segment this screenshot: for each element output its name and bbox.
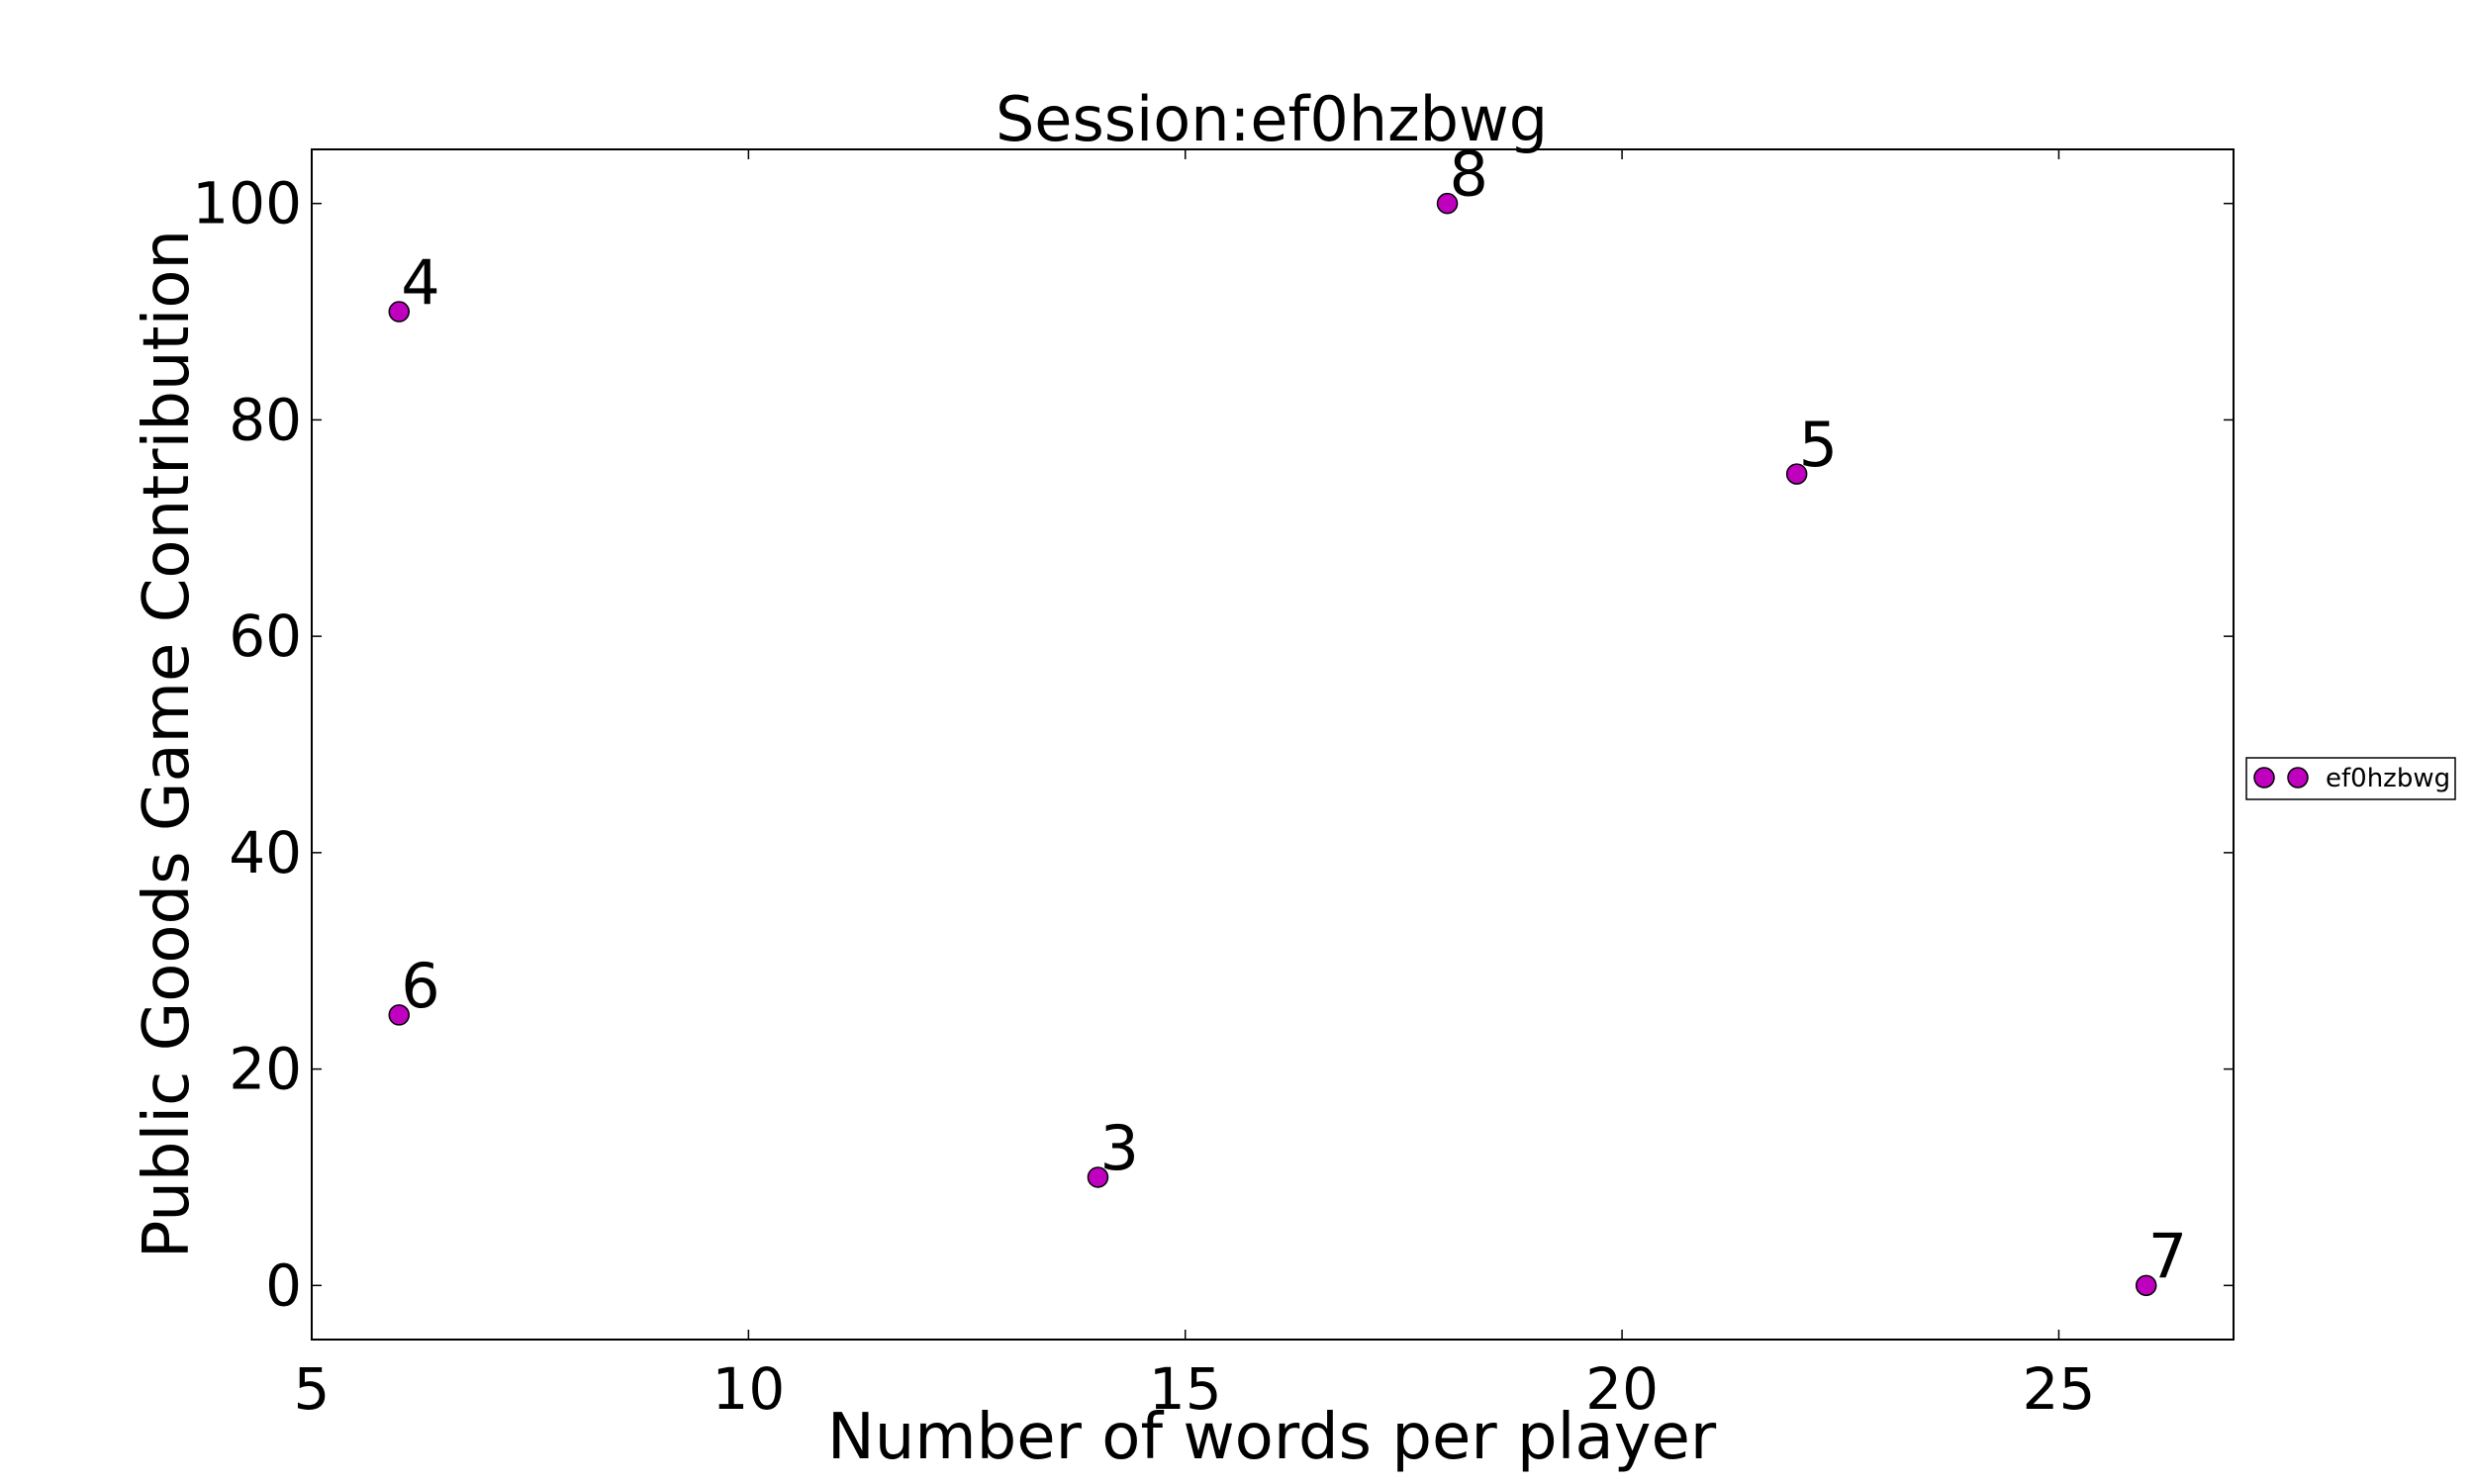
legend-marker <box>2253 767 2275 788</box>
data-points: 4 8 5 6 3 7 <box>388 139 2187 1297</box>
x-tick-label: 20 <box>1585 1355 1659 1423</box>
x-axis-ticks: 5 10 15 20 25 <box>294 149 2096 1423</box>
x-tick-label: 15 <box>1149 1355 1222 1423</box>
y-axis-ticks: 0 20 40 60 80 100 <box>192 170 2234 1319</box>
y-axis-label: Public Goods Game Contribution <box>131 230 204 1258</box>
x-tick-label: 5 <box>294 1355 331 1423</box>
chart-title: Session:ef0hzbwg <box>996 83 1548 155</box>
point-label: 3 <box>1099 1112 1138 1184</box>
data-point <box>1436 192 1459 215</box>
data-point <box>388 1004 411 1026</box>
point-label: 5 <box>1799 409 1838 481</box>
legend-box <box>2245 757 2456 800</box>
y-tick-label: 20 <box>229 1036 302 1103</box>
x-tick-label: 10 <box>712 1355 785 1423</box>
y-tick-label: 80 <box>229 386 302 453</box>
data-point <box>1087 1166 1109 1188</box>
point-label: 6 <box>401 950 439 1022</box>
point-label: 4 <box>401 246 439 319</box>
x-axis-label: Number of words per player <box>827 1401 1717 1474</box>
x-tick-label: 25 <box>2023 1355 2096 1423</box>
point-label: 8 <box>1450 139 1488 211</box>
legend-marker <box>2287 767 2309 788</box>
y-tick-label: 40 <box>229 819 302 886</box>
legend: ef0hzbwg <box>2245 757 2456 800</box>
point-label: 7 <box>2148 1220 2187 1292</box>
data-point <box>388 301 411 323</box>
data-point <box>2135 1274 2157 1297</box>
y-tick-label: 0 <box>265 1252 302 1319</box>
plot-area <box>311 148 2235 1341</box>
y-tick-label: 100 <box>192 170 302 237</box>
data-point <box>1785 463 1808 485</box>
y-tick-label: 60 <box>229 603 302 670</box>
legend-label: ef0hzbwg <box>2326 764 2450 793</box>
